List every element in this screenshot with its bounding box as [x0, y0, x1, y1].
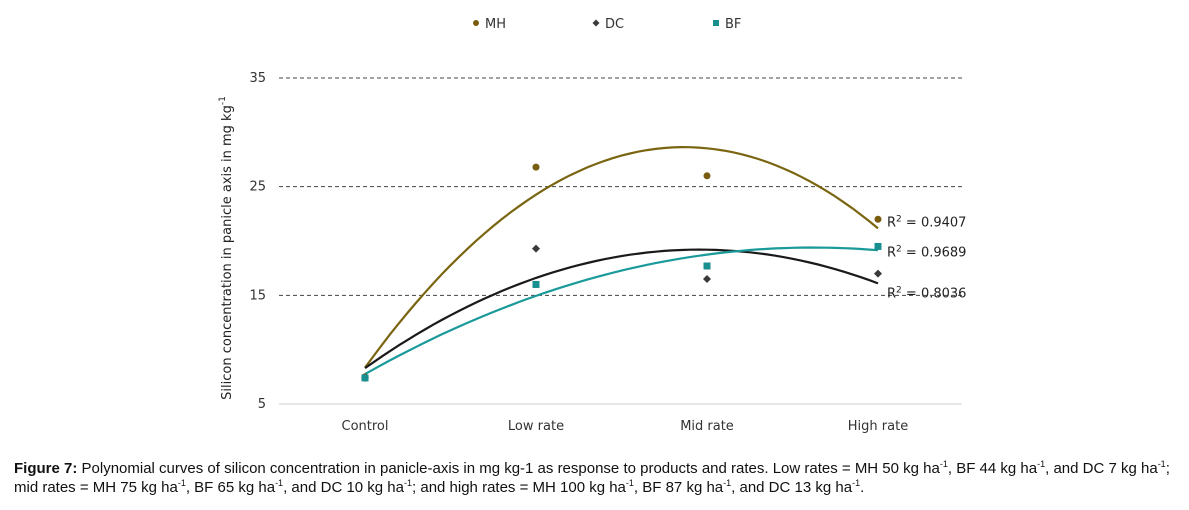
- x-tick-label: Mid rate: [680, 419, 734, 434]
- x-tick-label: Control: [342, 419, 389, 434]
- x-tick-label: Low rate: [508, 419, 564, 434]
- r2-label-bf: R2 = 0.9689: [887, 244, 966, 260]
- data-point-dc: [874, 269, 882, 278]
- x-tick-label: High rate: [848, 419, 908, 434]
- data-point-bf: [874, 242, 882, 250]
- data-point-mh: [703, 172, 711, 180]
- trend-curve-dc: [364, 248, 879, 370]
- figure-caption: Figure 7: Polynomial curves of silicon c…: [14, 459, 1170, 497]
- chart: MH DC BF 35 25 15 5 Control Low rate Mid rate Hi…: [218, 17, 966, 434]
- trend-curves: [364, 145, 879, 376]
- r2-label-mh: R2 = 0.9407: [887, 214, 966, 230]
- legend-label-dc: DC: [605, 17, 624, 32]
- y-axis-ticks: 35 25 15 5: [249, 71, 266, 412]
- r2-label-dc: R2 = 0.8036: [887, 285, 966, 301]
- trend-curve-mh: [364, 145, 879, 369]
- legend-marker-bf: [713, 20, 719, 26]
- legend-label-bf: BF: [725, 17, 741, 32]
- x-axis-ticks: Control Low rate Mid rate High rate: [342, 419, 909, 434]
- data-point-bf: [703, 262, 711, 270]
- legend: MH DC BF: [473, 17, 741, 32]
- r2-labels: R2 = 0.9407 R2 = 0.9689 R2 = 0.8036: [887, 214, 966, 301]
- data-point-mh: [874, 215, 882, 223]
- legend-marker-mh: [473, 20, 479, 26]
- caption-label: Figure 7:: [14, 460, 78, 477]
- y-tick-label: 25: [249, 180, 266, 195]
- gridlines: [279, 77, 962, 405]
- data-point-bf: [361, 374, 369, 382]
- data-point-dc: [703, 275, 711, 284]
- y-tick-label: 15: [249, 288, 266, 303]
- y-tick-label: 5: [258, 397, 266, 412]
- legend-label-mh: MH: [485, 17, 506, 32]
- y-tick-label: 35: [249, 71, 266, 86]
- legend-marker-dc: [592, 19, 600, 27]
- data-point-bf: [532, 280, 540, 288]
- trend-curve-bf: [364, 246, 879, 376]
- data-point-mh: [532, 163, 540, 171]
- y-axis-label: Silicon concentration in panicle axis in…: [218, 96, 235, 400]
- data-points: [361, 163, 882, 382]
- data-point-dc: [532, 244, 540, 253]
